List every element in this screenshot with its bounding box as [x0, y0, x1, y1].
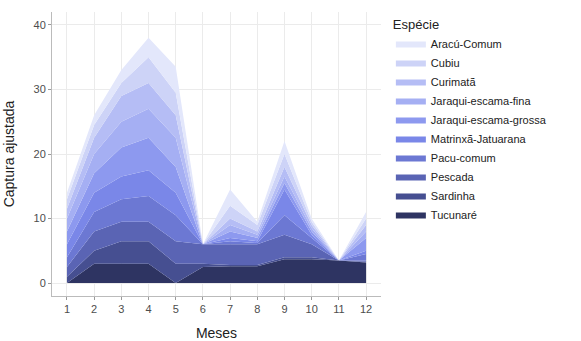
svg-text:Pescada: Pescada: [431, 171, 475, 183]
svg-text:Jaraqui-escama-grossa: Jaraqui-escama-grossa: [431, 114, 547, 126]
svg-text:Pacu-comum: Pacu-comum: [431, 152, 496, 164]
svg-text:4: 4: [145, 303, 151, 315]
svg-text:Cubiu: Cubiu: [431, 57, 460, 69]
svg-text:Sardinha: Sardinha: [431, 190, 476, 202]
svg-text:Jaraqui-escama-fina: Jaraqui-escama-fina: [431, 95, 532, 107]
svg-text:Tucunaré: Tucunaré: [431, 209, 477, 221]
svg-text:12: 12: [360, 303, 372, 315]
svg-text:20: 20: [34, 148, 46, 160]
svg-text:30: 30: [34, 83, 46, 95]
svg-text:10: 10: [306, 303, 318, 315]
svg-text:1: 1: [64, 303, 70, 315]
svg-text:9: 9: [281, 303, 287, 315]
svg-text:10: 10: [34, 212, 46, 224]
svg-text:2: 2: [91, 303, 97, 315]
svg-text:Captura ajustada: Captura ajustada: [1, 100, 17, 207]
svg-text:Matrinxã-Jatuarana: Matrinxã-Jatuarana: [431, 133, 527, 145]
svg-text:3: 3: [118, 303, 124, 315]
svg-text:6: 6: [200, 303, 206, 315]
svg-text:Aracú-Comum: Aracú-Comum: [431, 38, 502, 50]
svg-text:8: 8: [254, 303, 260, 315]
svg-text:Meses: Meses: [196, 325, 237, 341]
svg-text:0: 0: [40, 277, 46, 289]
svg-text:40: 40: [34, 19, 46, 31]
svg-text:7: 7: [227, 303, 233, 315]
svg-text:Curimatã: Curimatã: [431, 76, 477, 88]
svg-text:5: 5: [173, 303, 179, 315]
svg-text:Espécie: Espécie: [393, 17, 439, 32]
svg-text:11: 11: [333, 303, 344, 315]
